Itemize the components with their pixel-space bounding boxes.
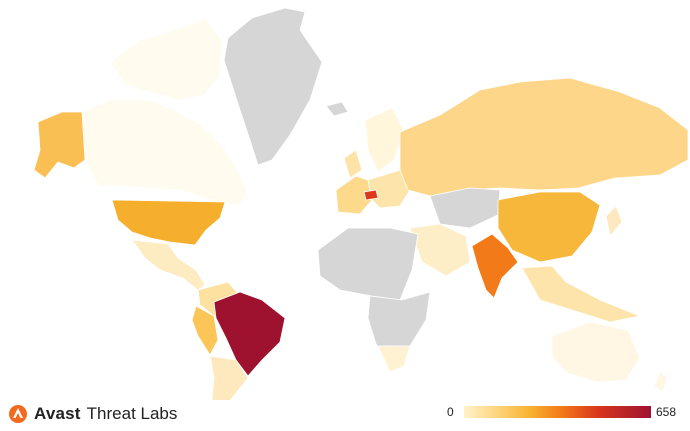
country-middle-east[interactable] [409, 223, 471, 277]
country-china[interactable] [497, 191, 601, 263]
world-map [33, 7, 689, 400]
legend-gradient-bar [464, 406, 651, 418]
country-iceland[interactable] [325, 101, 349, 117]
country-alaska[interactable] [33, 111, 86, 179]
brand-name: Avast [34, 404, 81, 423]
country-scandinavia[interactable] [364, 107, 405, 173]
country-africa-north[interactable] [317, 227, 419, 301]
country-southern-africa[interactable] [377, 345, 411, 373]
country-central-asia[interactable] [429, 187, 501, 229]
country-australia[interactable] [551, 321, 641, 383]
country-canada[interactable] [81, 99, 249, 206]
color-legend: 0 658 [444, 402, 690, 424]
country-new-zealand[interactable] [653, 371, 669, 393]
brand-subtitle: Threat Labs [86, 404, 178, 423]
country-czech-republic[interactable] [363, 189, 379, 201]
brand: Avast Threat Labs [8, 404, 177, 424]
country-southern-cone[interactable] [209, 355, 249, 400]
country-greenland[interactable] [223, 7, 323, 166]
legend-max-label: 658 [656, 405, 677, 419]
country-canada-islands[interactable] [109, 17, 223, 101]
country-mexico[interactable] [131, 239, 206, 291]
country-india[interactable] [471, 233, 519, 299]
avast-logo-icon [9, 405, 27, 423]
legend-min-label: 0 [447, 405, 454, 419]
country-brazil[interactable] [213, 291, 286, 377]
country-peru[interactable] [191, 305, 219, 356]
country-united-states[interactable] [111, 199, 226, 246]
country-russia[interactable] [399, 77, 689, 197]
country-uk[interactable] [343, 149, 363, 179]
country-japan[interactable] [605, 205, 623, 237]
country-southeast-asia[interactable] [521, 265, 641, 323]
